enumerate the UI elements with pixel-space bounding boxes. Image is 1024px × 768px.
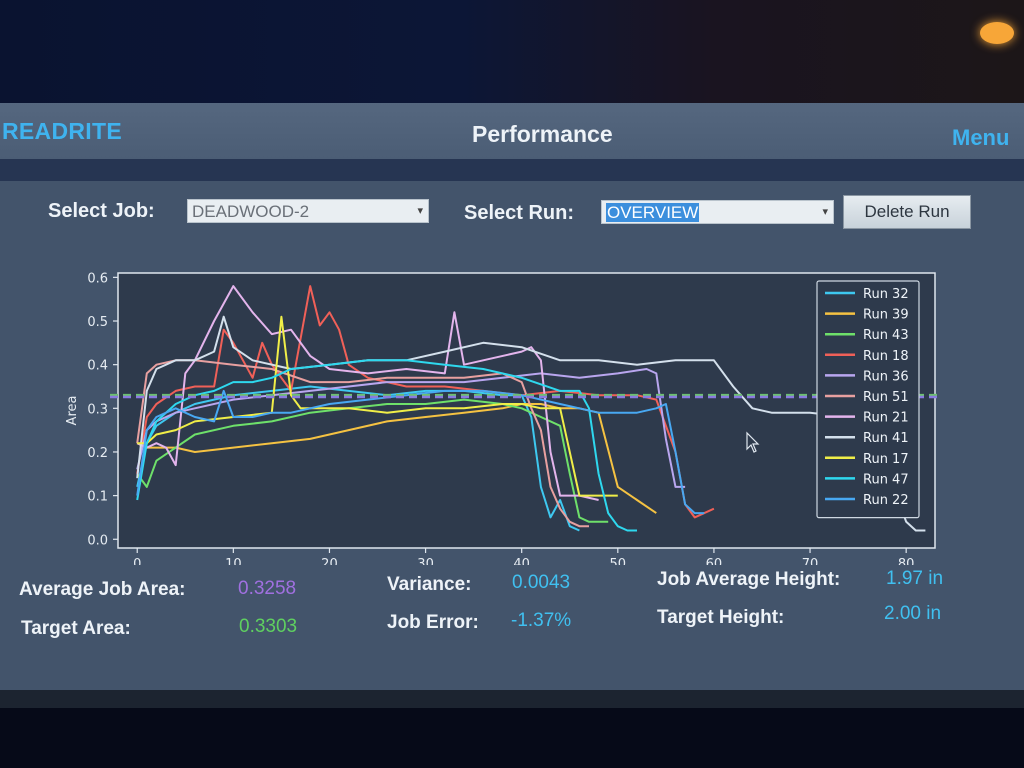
job-average-height-label: Job Average Height:: [657, 569, 841, 590]
y-tick-label: 0.6: [87, 271, 108, 286]
mouse-cursor-icon: [746, 431, 760, 453]
job-average-height-value: 1.97 in: [886, 568, 944, 589]
y-tick-label: 0.0: [87, 533, 108, 548]
job-error-label: Job Error:: [387, 612, 479, 633]
job-select[interactable]: DEADWOOD-2 ▾: [187, 199, 429, 223]
app-header: READRITE Performance Menu: [0, 103, 1024, 159]
series-line: [136, 389, 705, 515]
legend-label: Run 39: [863, 308, 909, 323]
legend-label: Run 43: [863, 328, 909, 343]
header-divider: [0, 159, 1024, 181]
target-height-value: 2.00 in: [884, 603, 942, 624]
monitor-bezel-top: [0, 0, 1024, 105]
chevron-down-icon[interactable]: ▾: [417, 205, 423, 217]
job-error-value: -1.37%: [511, 610, 572, 631]
y-tick-label: 0.2: [87, 446, 108, 461]
x-tick-label: 50: [610, 557, 627, 565]
run-select-value: OVERVIEW: [606, 203, 700, 222]
y-tick-label: 0.1: [87, 490, 108, 505]
x-tick-label: 0: [133, 557, 141, 565]
menu-button[interactable]: Menu: [952, 125, 1010, 150]
target-area-label: Target Area:: [21, 618, 131, 639]
y-axis-label: Area: [65, 396, 80, 426]
y-tick-label: 0.4: [87, 359, 108, 374]
series-line: [136, 285, 715, 519]
legend-label: Run 36: [863, 369, 909, 384]
x-tick-label: 10: [225, 557, 242, 565]
x-tick-label: 80: [898, 557, 915, 565]
legend-label: Run 41: [863, 431, 909, 446]
brand-logo: READRITE: [2, 118, 122, 144]
y-tick-label: 0.3: [87, 402, 108, 417]
legend-label: Run 17: [863, 452, 909, 467]
job-select-value: DEADWOOD-2: [192, 202, 310, 221]
avg-job-area-label: Average Job Area:: [19, 579, 186, 600]
select-run-label: Select Run:: [464, 202, 575, 224]
variance-label: Variance:: [387, 574, 472, 595]
legend-label: Run 47: [863, 472, 909, 487]
page-title: Performance: [472, 121, 613, 147]
legend-label: Run 51: [863, 390, 909, 405]
target-area-value: 0.3303: [239, 616, 298, 637]
legend-label: Run 32: [863, 287, 909, 302]
x-tick-label: 70: [802, 557, 819, 565]
variance-value: 0.0043: [512, 572, 571, 593]
series-line: [136, 398, 609, 523]
legend-label: Run 21: [863, 411, 909, 426]
x-tick-label: 60: [706, 557, 723, 565]
monitor-bezel-bottom: [0, 708, 1024, 768]
legend-label: Run 18: [863, 349, 909, 364]
area-line-chart: 0.0 0.1 0.2 0.3 0.4 0.5 0.6 0 10 20 30 40 50 60 70 80 Ar…: [65, 271, 939, 565]
x-tick-label: 20: [321, 557, 338, 565]
delete-run-button[interactable]: Delete Run: [843, 195, 971, 229]
series-line: [136, 285, 599, 501]
x-tick-label: 40: [513, 557, 530, 565]
chevron-down-icon[interactable]: ▾: [822, 206, 828, 218]
avg-job-area-value: 0.3258: [238, 578, 297, 599]
series-line: [137, 315, 618, 497]
run-select[interactable]: OVERVIEW ▾: [601, 200, 834, 224]
y-tick-label: 0.5: [87, 315, 108, 330]
ambient-light: [980, 22, 1014, 44]
legend-label: Run 22: [863, 493, 909, 508]
x-tick-label: 30: [417, 557, 434, 565]
target-height-label: Target Height:: [657, 607, 785, 628]
select-job-label: Select Job:: [48, 200, 155, 222]
